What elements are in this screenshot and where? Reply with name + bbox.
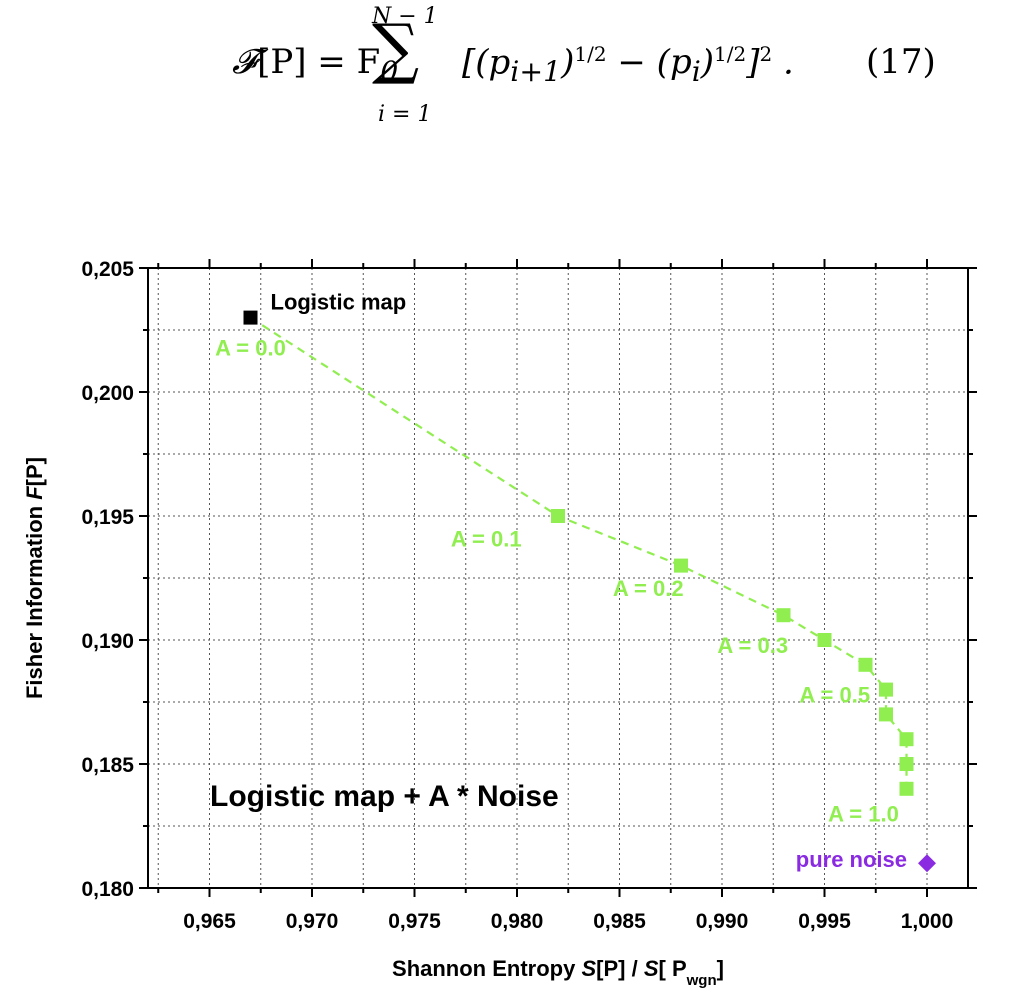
pure-noise-label: pure noise	[796, 847, 907, 872]
noise-series-point	[879, 707, 893, 722]
inset-title: Logistic map + A * Noise	[210, 780, 559, 813]
y-tick-label: 0,190	[81, 630, 134, 653]
equation-lhs: 𝓕[P] = F0	[232, 42, 399, 88]
x-tick-label: 0,990	[696, 910, 749, 933]
noise-series-point	[899, 732, 914, 747]
y-tick-label: 0,180	[81, 878, 134, 901]
y-tick-label: 0,195	[81, 506, 134, 529]
noise-series-point	[551, 509, 565, 523]
x-tick-label: 0,985	[593, 910, 646, 933]
y-tick-label: 0,200	[81, 382, 134, 405]
grid	[148, 268, 968, 888]
x-tick-label: 0,970	[286, 910, 339, 933]
y-axis-label: Fisher Information F[P]	[22, 457, 47, 699]
noise-series-point	[879, 682, 893, 697]
equation-17: 𝓕[P] = F0 N − 1 ∑ i = 1 [(pi+1)1/2 − (pi…	[0, 0, 1016, 150]
x-tick-label: 1,000	[901, 910, 954, 933]
y-tick-label: 0,205	[81, 258, 134, 281]
noise-amplitude-label: A = 0.3	[717, 633, 788, 658]
axis-ticks: 0,965 0,970 0,975 0,980 0,985 0,990 0,995 1,000…	[81, 258, 977, 933]
annotations: Logistic map pure noise A = 0.0 A = 0.1 A = …	[215, 290, 907, 873]
x-tick-label: 0,995	[798, 910, 851, 933]
sum-sign: ∑	[372, 10, 420, 87]
y-tick-label: 0,185	[81, 754, 134, 777]
noise-amplitude-label: A = 0.2	[613, 576, 684, 601]
noise-series-point	[776, 608, 791, 623]
noise-series-line	[249, 316, 908, 789]
series-lines	[249, 316, 908, 789]
logistic-map-point	[243, 310, 258, 325]
noise-amplitude-label: A = 0.5	[799, 683, 870, 708]
sum-upper-limit: N − 1	[372, 4, 438, 29]
x-tick-label: 0,980	[491, 910, 544, 933]
data-markers	[243, 310, 936, 873]
noise-series-point	[674, 558, 688, 573]
equation-rhs: [(pi+1)1/2 − (pi)1/2]2 .	[462, 42, 794, 89]
noise-amplitude-label: A = 0.0	[215, 335, 286, 360]
equation-number: (17)	[866, 42, 936, 82]
noise-series-point	[858, 657, 873, 672]
noise-amplitude-label: A = 1.0	[828, 802, 899, 827]
x-tick-label: 0,975	[388, 910, 441, 933]
noise-series-point	[817, 633, 832, 647]
noise-amplitude-label: A = 0.1	[451, 526, 522, 551]
x-tick-label: 0,965	[183, 910, 236, 933]
fisher-shannon-chart: 0,965 0,970 0,975 0,980 0,985 0,990 0,995 1,000…	[22, 258, 977, 989]
logistic-map-label: Logistic map	[271, 290, 407, 315]
noise-series-point	[899, 757, 914, 771]
sum-lower-limit: i = 1	[378, 102, 432, 127]
pure-noise-point	[918, 854, 936, 873]
x-axis-label: Shannon Entropy S[P] / S[ Pwgn]	[392, 956, 724, 989]
noise-series-point	[899, 781, 914, 796]
